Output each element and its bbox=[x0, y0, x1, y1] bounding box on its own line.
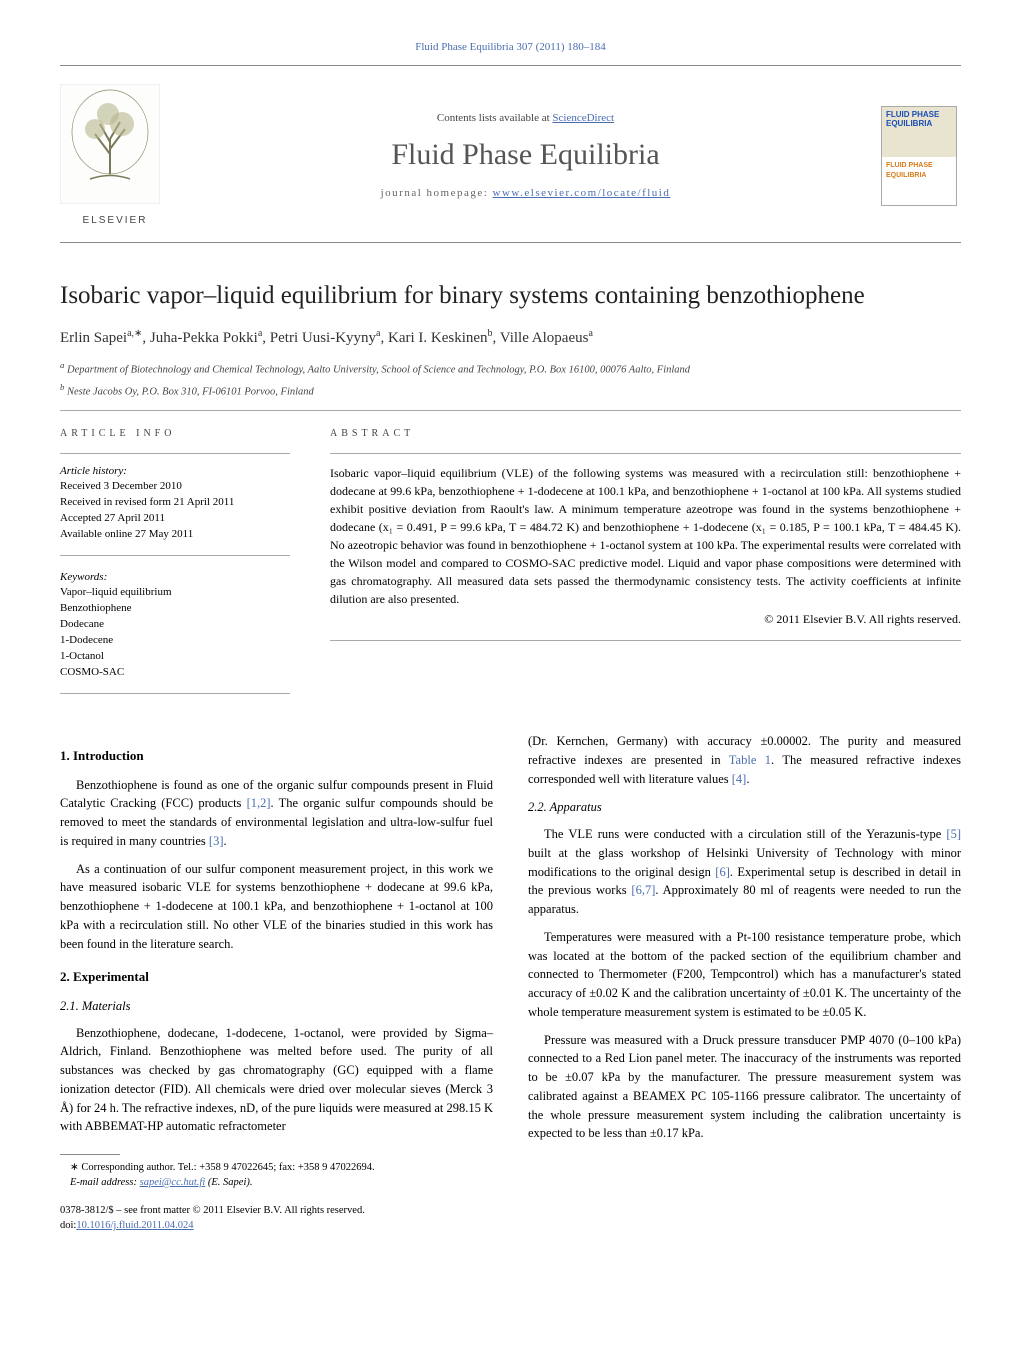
table-1-link[interactable]: Table 1 bbox=[729, 753, 771, 767]
author-1: Erlin Sapei bbox=[60, 330, 127, 346]
apparatus-p2: Temperatures were measured with a Pt-100… bbox=[528, 928, 961, 1022]
homepage-link[interactable]: www.elsevier.com/locate/fluid bbox=[493, 187, 671, 199]
materials-p1: Benzothiophene, dodecane, 1-dodecene, 1-… bbox=[60, 1024, 493, 1137]
ref-link-6-7[interactable]: [6,7] bbox=[631, 883, 655, 897]
elsevier-tree-icon bbox=[60, 84, 160, 204]
keyword-3: 1-Dodecene bbox=[60, 633, 290, 649]
article-title: Isobaric vapor–liquid equilibrium for bi… bbox=[60, 278, 961, 313]
affil-b-text: Neste Jacobs Oy, P.O. Box 310, FI-06101 … bbox=[64, 386, 313, 397]
journal-cover-icon: FLUID PHASE EQUILIBRIA FLUID PHASE EQUIL… bbox=[881, 106, 957, 206]
elsevier-text: ELSEVIER bbox=[60, 214, 170, 228]
ref-link-3[interactable]: [3] bbox=[209, 834, 224, 848]
ref-link-4[interactable]: [4] bbox=[732, 772, 747, 786]
front-matter-line: 0378-3812/$ – see front matter © 2011 El… bbox=[60, 1204, 493, 1219]
ref-link-1-2[interactable]: [1,2] bbox=[247, 796, 271, 810]
publisher-logo-block: ELSEVIER bbox=[60, 84, 170, 227]
email-link[interactable]: sapei@cc.hut.fi bbox=[140, 1177, 206, 1188]
keyword-0: Vapor–liquid equilibrium bbox=[60, 585, 290, 601]
body-columns: 1. Introduction Benzothiophene is found … bbox=[60, 732, 961, 1234]
email-label: E-mail address: bbox=[70, 1177, 140, 1188]
contents-line: Contents lists available at ScienceDirec… bbox=[170, 111, 881, 126]
app-p1-a: The VLE runs were conducted with a circu… bbox=[544, 827, 946, 841]
keyword-5: COSMO-SAC bbox=[60, 665, 290, 681]
homepage-pre: journal homepage: bbox=[381, 187, 493, 199]
divider bbox=[60, 555, 290, 556]
corresponding-footnote: ∗ Corresponding author. Tel.: +358 9 470… bbox=[60, 1161, 493, 1176]
cover-thumb-block: FLUID PHASE EQUILIBRIA FLUID PHASE EQUIL… bbox=[881, 106, 961, 206]
divider bbox=[60, 453, 290, 454]
author-5-sup: a bbox=[588, 328, 592, 339]
apparatus-p3: Pressure was measured with a Druck press… bbox=[528, 1031, 961, 1144]
article-info-block: ARTICLE INFO Article history: Received 3… bbox=[60, 427, 290, 704]
article-info-head: ARTICLE INFO bbox=[60, 427, 290, 441]
history-label: Article history: bbox=[60, 464, 290, 479]
affiliation-b: b Neste Jacobs Oy, P.O. Box 310, FI-0610… bbox=[60, 381, 961, 400]
intro-heading: 1. Introduction bbox=[60, 746, 493, 766]
cover-title-2: EQUILIBRIA bbox=[886, 120, 952, 129]
cover-sub-2: EQUILIBRIA bbox=[886, 171, 952, 181]
apparatus-heading: 2.2. Apparatus bbox=[528, 798, 961, 817]
author-5: , Ville Alopaeus bbox=[493, 330, 589, 346]
author-4: , Kari I. Keskinen bbox=[380, 330, 487, 346]
author-1-sup: a,∗ bbox=[127, 328, 142, 339]
history-line-3: Available online 27 May 2011 bbox=[60, 527, 290, 543]
email-tail: (E. Sapei). bbox=[205, 1177, 252, 1188]
col2-p1: (Dr. Kernchen, Germany) with accuracy ±0… bbox=[528, 732, 961, 788]
abstract-text: Isobaric vapor–liquid equilibrium (VLE) … bbox=[330, 464, 961, 608]
ref-link-5[interactable]: [5] bbox=[946, 827, 961, 841]
sciencedirect-link[interactable]: ScienceDirect bbox=[552, 112, 614, 124]
meta-row: ARTICLE INFO Article history: Received 3… bbox=[60, 427, 961, 704]
intro-p2: As a continuation of our sulfur componen… bbox=[60, 860, 493, 954]
cover-sub-1: FLUID PHASE bbox=[886, 161, 952, 171]
col2-p1-c: . bbox=[746, 772, 749, 786]
history-line-0: Received 3 December 2010 bbox=[60, 479, 290, 495]
ref-link-6[interactable]: [6] bbox=[715, 865, 730, 879]
keyword-2: Dodecane bbox=[60, 617, 290, 633]
divider bbox=[330, 453, 961, 454]
author-2: , Juha-Pekka Pokki bbox=[142, 330, 257, 346]
intro-p1-c: . bbox=[224, 834, 227, 848]
abstract-head: ABSTRACT bbox=[330, 427, 961, 441]
contents-pre: Contents lists available at bbox=[437, 112, 552, 124]
homepage-line: journal homepage: www.elsevier.com/locat… bbox=[170, 186, 881, 201]
abstract-block: ABSTRACT Isobaric vapor–liquid equilibri… bbox=[330, 427, 961, 704]
column-right: (Dr. Kernchen, Germany) with accuracy ±0… bbox=[528, 732, 961, 1234]
divider bbox=[60, 693, 290, 694]
affiliation-a: a Department of Biotechnology and Chemic… bbox=[60, 359, 961, 378]
copyright-text: © 2011 Elsevier B.V. All rights reserved… bbox=[330, 611, 961, 628]
email-footnote: E-mail address: sapei@cc.hut.fi (E. Sape… bbox=[60, 1176, 493, 1191]
experimental-heading: 2. Experimental bbox=[60, 967, 493, 987]
materials-heading: 2.1. Materials bbox=[60, 997, 493, 1016]
history-line-1: Received in revised form 21 April 2011 bbox=[60, 495, 290, 511]
affil-a-text: Department of Biotechnology and Chemical… bbox=[64, 364, 690, 375]
top-journal-link[interactable]: Fluid Phase Equilibria 307 (2011) 180–18… bbox=[60, 40, 961, 55]
doi-line: doi:10.1016/j.fluid.2011.04.024 bbox=[60, 1219, 493, 1234]
divider bbox=[330, 640, 961, 641]
doi-link[interactable]: 10.1016/j.fluid.2011.04.024 bbox=[76, 1220, 193, 1231]
keyword-1: Benzothiophene bbox=[60, 601, 290, 617]
journal-header: ELSEVIER Contents lists available at Sci… bbox=[60, 65, 961, 242]
author-list: Erlin Sapeia,∗, Juha-Pekka Pokki a , Petri… bbox=[60, 327, 961, 349]
keywords-label: Keywords: bbox=[60, 570, 290, 585]
intro-p1: Benzothiophene is found as one of the or… bbox=[60, 776, 493, 851]
author-3: , Petri Uusi-Kyyny bbox=[262, 330, 376, 346]
footnote-separator bbox=[60, 1154, 120, 1155]
journal-name: Fluid Phase Equilibria bbox=[170, 134, 881, 176]
history-line-2: Accepted 27 April 2011 bbox=[60, 511, 290, 527]
header-center: Contents lists available at ScienceDirec… bbox=[170, 111, 881, 202]
apparatus-p1: The VLE runs were conducted with a circu… bbox=[528, 825, 961, 919]
keyword-4: 1-Octanol bbox=[60, 649, 290, 665]
divider bbox=[60, 410, 961, 411]
doi-pre: doi: bbox=[60, 1220, 76, 1231]
column-left: 1. Introduction Benzothiophene is found … bbox=[60, 732, 493, 1234]
